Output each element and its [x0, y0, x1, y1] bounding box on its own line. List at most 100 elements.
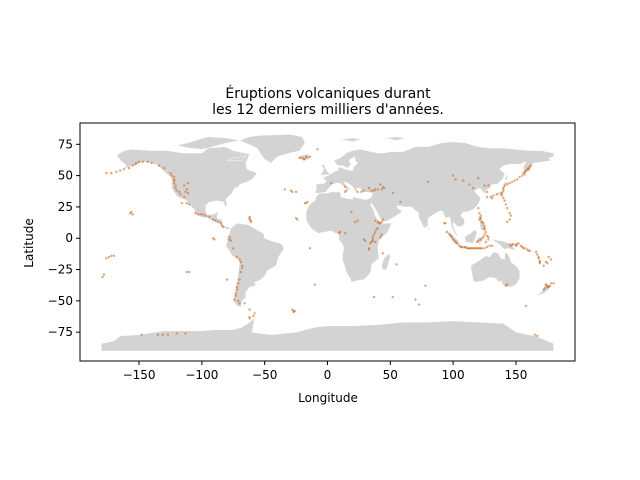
land-polygon-5 — [470, 251, 520, 288]
y-tick-label: 25 — [58, 200, 73, 214]
land-polygon-13 — [476, 236, 485, 245]
eruption-point — [102, 273, 106, 276]
eruption-point — [163, 166, 166, 170]
eruption-point — [343, 185, 347, 189]
eruption-point — [524, 304, 528, 308]
eruption-point — [185, 188, 188, 191]
eruption-point — [367, 186, 371, 190]
eruption-point — [283, 188, 286, 191]
land-polygon-12 — [464, 229, 478, 244]
eruption-point — [527, 168, 530, 171]
x-tick-label: −150 — [123, 368, 156, 382]
eruption-point — [294, 190, 298, 194]
eruption-point — [534, 250, 538, 254]
eruption-point — [374, 230, 377, 234]
eruption-point — [150, 161, 153, 165]
eruption-point — [186, 191, 190, 195]
land-polygon-20 — [385, 136, 406, 141]
eruption-point — [110, 171, 113, 175]
eruption-point — [235, 288, 239, 291]
eruption-point — [484, 230, 487, 234]
y-axis-label: Latitude — [22, 218, 36, 267]
eruption-point — [137, 160, 141, 163]
eruption-point — [418, 303, 421, 306]
eruption-point — [375, 228, 378, 231]
eruption-point — [239, 270, 242, 274]
eruption-point — [506, 207, 509, 210]
eruption-point — [374, 188, 377, 191]
eruption-point — [110, 254, 113, 257]
eruption-point — [157, 164, 161, 167]
eruption-point — [488, 244, 491, 247]
eruption-point — [483, 233, 486, 236]
eruption-point — [306, 156, 309, 160]
eruption-point — [479, 214, 482, 217]
eruption-point — [504, 203, 508, 206]
eruption-point — [313, 283, 317, 286]
eruption-point — [371, 239, 374, 242]
eruption-point — [513, 179, 516, 182]
x-tick-label: 0 — [324, 368, 332, 382]
eruption-point — [330, 181, 333, 185]
eruption-point — [337, 232, 340, 235]
eruption-point — [455, 242, 459, 245]
eruption-point — [235, 255, 239, 259]
eruption-point — [424, 284, 427, 287]
eruption-point — [380, 233, 383, 236]
world-land-basemap — [101, 134, 554, 352]
eruption-point — [546, 262, 549, 265]
eruption-point — [462, 179, 465, 182]
eruption-point — [146, 160, 149, 163]
eruption-point — [186, 181, 190, 185]
eruption-point — [478, 212, 481, 215]
eruption-point — [370, 189, 373, 192]
eruption-point — [253, 312, 256, 315]
land-polygon-6 — [101, 317, 554, 352]
eruption-point — [229, 239, 232, 242]
eruption-point — [482, 222, 485, 225]
x-tick-label: 150 — [504, 368, 527, 382]
eruption-point — [503, 184, 506, 187]
eruption-point — [252, 314, 255, 318]
eruption-point — [379, 235, 382, 239]
eruption-point — [122, 168, 126, 171]
x-axis-ticks: −150 −100 −50 0 50 100 150 — [123, 361, 527, 382]
eruption-point — [376, 188, 379, 191]
eruption-point — [240, 267, 244, 270]
eruption-point — [175, 189, 178, 192]
eruption-point — [483, 247, 486, 250]
eruption-point — [542, 288, 545, 291]
eruption-point — [444, 222, 447, 225]
land-polygon-15 — [381, 252, 391, 270]
land-polygon-17 — [427, 225, 430, 232]
eruption-point — [204, 214, 207, 217]
eruption-point — [175, 332, 178, 335]
eruption-point — [506, 183, 509, 186]
eruption-point — [170, 174, 173, 177]
eruption-point — [356, 190, 359, 194]
eruption-point — [500, 191, 504, 195]
eruption-point — [119, 169, 122, 172]
land-polygon-2 — [176, 136, 240, 150]
eruption-point — [183, 184, 186, 187]
eruption-point — [477, 176, 480, 180]
eruption-point — [542, 264, 545, 267]
eruption-point — [105, 171, 108, 175]
y-tick-label: −75 — [48, 325, 73, 339]
eruption-point — [381, 218, 384, 221]
eruption-point — [107, 255, 111, 259]
eruption-point — [546, 285, 549, 289]
chart-title-line-2: les 12 derniers milliers d'années. — [212, 102, 444, 118]
eruption-point — [185, 202, 188, 205]
eruption-point — [179, 193, 182, 196]
eruption-point — [222, 225, 225, 229]
eruption-point — [468, 183, 471, 186]
eruption-point — [479, 238, 482, 241]
eruption-point — [235, 285, 239, 289]
eruption-point — [478, 218, 481, 221]
eruption-point — [379, 183, 382, 186]
eruption-point — [490, 244, 494, 247]
eruption-point — [521, 174, 524, 177]
eruption-point — [248, 218, 251, 221]
